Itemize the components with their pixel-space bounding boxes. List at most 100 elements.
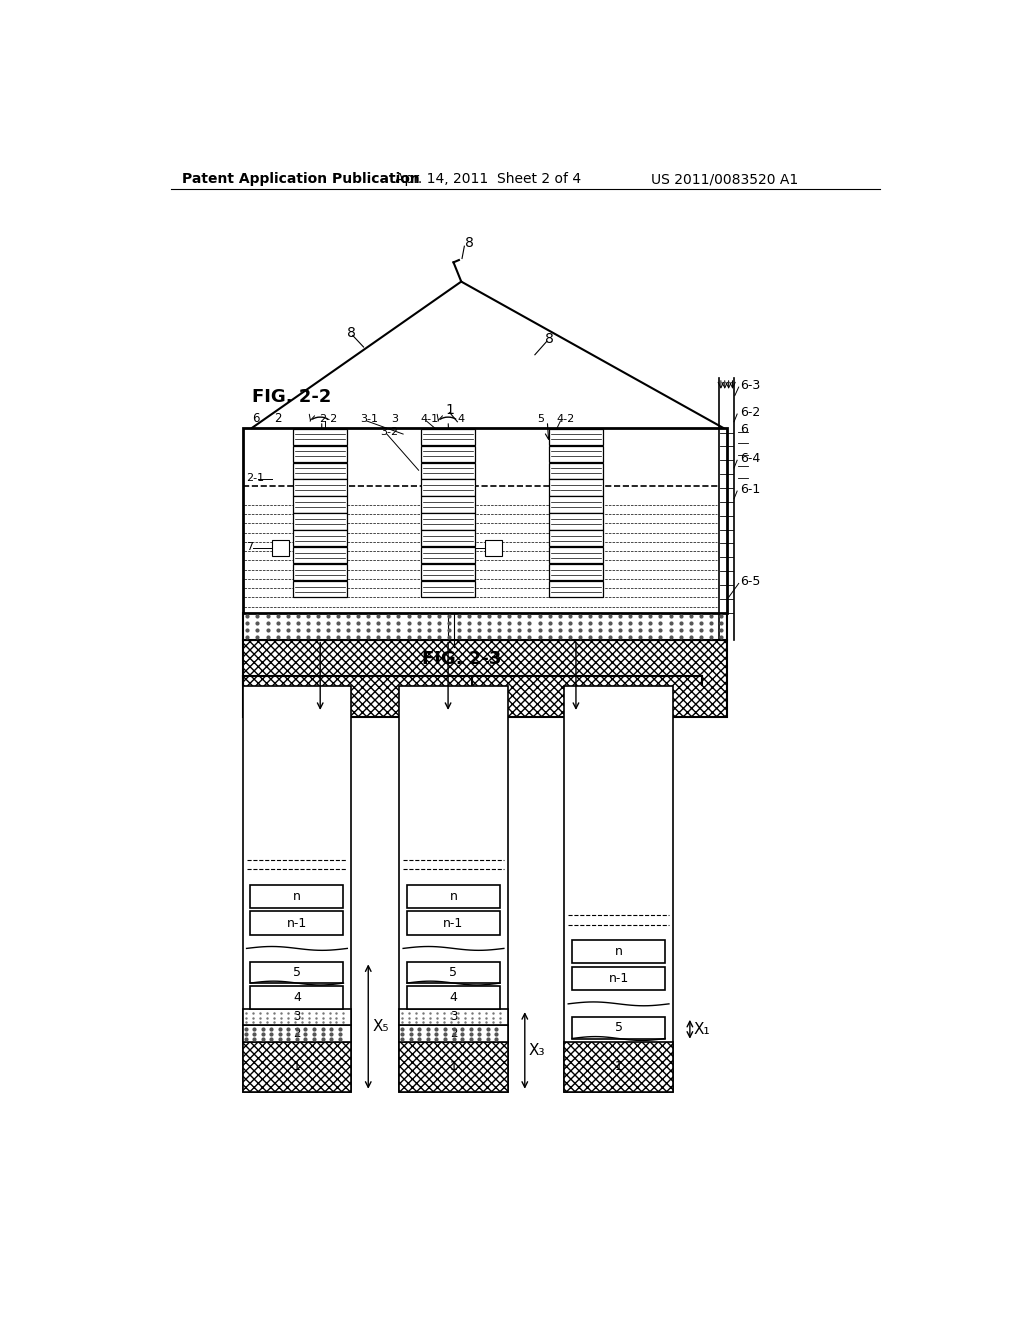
Text: X₃: X₃ [528, 1043, 545, 1057]
Bar [549, 446, 603, 462]
Bar [421, 531, 475, 546]
Text: 8: 8 [465, 236, 474, 249]
Bar [421, 446, 475, 462]
Bar [407, 911, 500, 935]
Bar [407, 961, 500, 983]
Bar [251, 911, 343, 935]
Text: n-1: n-1 [287, 916, 307, 929]
Text: 4: 4 [450, 991, 458, 1005]
Bar [293, 564, 347, 581]
Text: 2: 2 [273, 412, 282, 425]
Bar [421, 496, 475, 512]
Text: 1: 1 [293, 1060, 301, 1073]
Text: 3-2: 3-2 [381, 426, 398, 437]
Bar [251, 884, 343, 908]
Text: 4-2: 4-2 [557, 413, 574, 424]
Bar [293, 548, 347, 564]
Bar [572, 966, 665, 990]
Text: 2: 2 [293, 1027, 301, 1040]
Text: 8: 8 [347, 326, 356, 341]
Text: n-1: n-1 [443, 916, 464, 929]
Bar [251, 986, 343, 1010]
Bar [293, 513, 347, 529]
Text: X₁: X₁ [693, 1022, 711, 1036]
Bar [549, 564, 603, 581]
Bar [293, 429, 347, 445]
Bar [549, 548, 603, 564]
Text: 6-5: 6-5 [740, 576, 761, 589]
Bar [421, 429, 475, 445]
Text: 2: 2 [450, 1027, 458, 1040]
Bar [243, 428, 727, 612]
Bar [572, 940, 665, 964]
Bar [243, 1010, 351, 1024]
Bar [564, 1041, 673, 1092]
Text: n: n [293, 890, 301, 903]
Text: 3-1: 3-1 [360, 413, 379, 424]
Bar [243, 1024, 351, 1041]
Bar [293, 479, 347, 496]
Text: 6-4: 6-4 [740, 453, 761, 465]
Bar [421, 479, 475, 496]
Bar [399, 686, 508, 1092]
Text: 6-1: 6-1 [740, 483, 761, 496]
Bar [272, 540, 289, 556]
Bar [572, 1016, 665, 1039]
Text: n: n [614, 945, 623, 958]
Text: Patent Application Publication: Patent Application Publication [182, 172, 420, 186]
Bar [293, 581, 347, 598]
Text: 4: 4 [293, 991, 301, 1005]
Bar [421, 548, 475, 564]
Bar [407, 986, 500, 1010]
Bar [399, 1010, 508, 1024]
Bar [243, 686, 351, 1092]
Text: 6: 6 [252, 412, 259, 425]
Text: 4: 4 [458, 413, 465, 424]
Bar [549, 462, 603, 479]
Bar [564, 686, 673, 1092]
Text: US 2011/0083520 A1: US 2011/0083520 A1 [651, 172, 799, 186]
Bar [484, 540, 502, 556]
Text: 4-1: 4-1 [420, 413, 438, 424]
Bar [251, 961, 343, 983]
Bar [407, 884, 500, 908]
Bar [549, 513, 603, 529]
Bar [549, 581, 603, 598]
Bar [421, 564, 475, 581]
Bar [293, 531, 347, 546]
Bar [421, 462, 475, 479]
Text: 7: 7 [247, 543, 254, 552]
Text: FIG. 2-3: FIG. 2-3 [422, 649, 501, 668]
Text: 1: 1 [445, 403, 455, 417]
Bar [549, 429, 603, 445]
Bar [399, 1024, 508, 1041]
Text: 1: 1 [614, 1060, 623, 1073]
Text: 2-1: 2-1 [247, 473, 264, 483]
Text: 3: 3 [450, 1010, 457, 1023]
Text: 2-2: 2-2 [318, 413, 337, 424]
Bar [421, 513, 475, 529]
Bar [243, 1041, 351, 1092]
Bar [421, 581, 475, 598]
Text: 5: 5 [450, 966, 458, 979]
Text: 7: 7 [465, 543, 472, 552]
Text: 5: 5 [293, 966, 301, 979]
Text: Apr. 14, 2011  Sheet 2 of 4: Apr. 14, 2011 Sheet 2 of 4 [395, 172, 582, 186]
Text: X₅: X₅ [372, 1019, 389, 1034]
Bar [293, 446, 347, 462]
Bar [399, 1041, 508, 1092]
Bar [293, 462, 347, 479]
Text: 1: 1 [450, 1060, 458, 1073]
Text: 6-3: 6-3 [740, 379, 761, 392]
Bar [549, 479, 603, 496]
Text: FIG. 2-2: FIG. 2-2 [252, 388, 332, 407]
Text: 8: 8 [545, 333, 554, 346]
Bar [293, 496, 347, 512]
Bar [549, 531, 603, 546]
Text: 5: 5 [614, 1022, 623, 1035]
Bar [243, 640, 727, 717]
Text: 3: 3 [391, 413, 398, 424]
Text: 6: 6 [740, 422, 749, 436]
Text: 5: 5 [538, 413, 544, 424]
Text: n-1: n-1 [608, 972, 629, 985]
